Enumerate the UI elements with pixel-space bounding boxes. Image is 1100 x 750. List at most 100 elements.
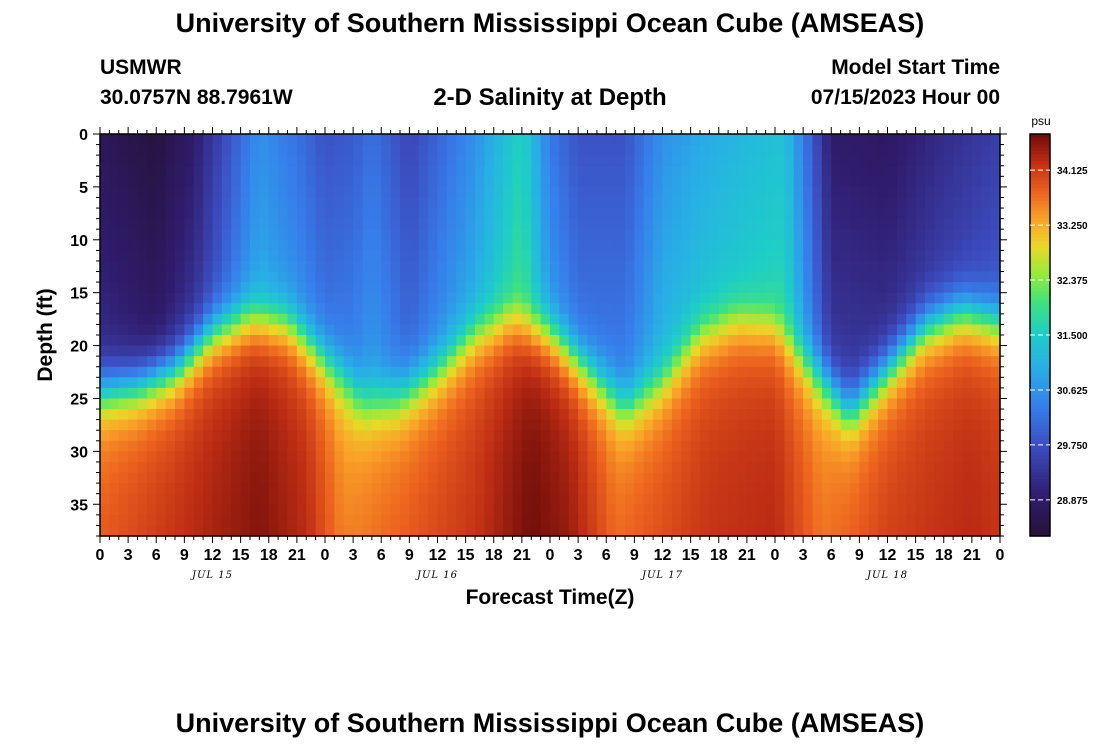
heatmap-cell [821, 134, 832, 146]
heatmap-cell [137, 430, 148, 442]
heatmap-cell [493, 292, 504, 304]
heatmap-cell [268, 430, 279, 442]
heatmap-cell [896, 186, 907, 199]
heatmap-cell [184, 134, 195, 146]
heatmap-cell [400, 514, 410, 527]
heatmap-cell [165, 430, 176, 442]
heatmap-cell [793, 155, 804, 167]
heatmap-cell [775, 250, 785, 262]
heatmap-cell [812, 472, 823, 484]
heatmap-cell [221, 430, 232, 442]
heatmap-cell [821, 229, 832, 241]
heatmap-cell [512, 313, 523, 326]
heatmap-cell [831, 461, 842, 474]
heatmap-cell [568, 366, 579, 378]
colorbar-tick-label: 28.875 [1057, 496, 1088, 507]
heatmap-cell [400, 250, 410, 262]
heatmap-cell [821, 356, 832, 368]
heatmap-cell [540, 345, 551, 357]
heatmap-cell [812, 218, 823, 230]
heatmap-cell [203, 335, 214, 347]
heatmap-cell [278, 282, 289, 294]
heatmap-cell [465, 387, 476, 400]
heatmap-cell [231, 461, 242, 474]
heatmap-cell [728, 197, 739, 209]
heatmap-cell [793, 260, 804, 273]
heatmap-cell [746, 144, 757, 156]
heatmap-cell [784, 165, 795, 177]
heatmap-cell [231, 197, 242, 209]
heatmap-cell [859, 483, 870, 495]
heatmap-cell [878, 504, 889, 516]
heatmap-cell [353, 525, 364, 537]
heatmap-cell [671, 430, 682, 442]
heatmap-cell [184, 218, 195, 230]
heatmap-cell [934, 324, 945, 336]
heatmap-cell [625, 208, 635, 220]
heatmap-cell [325, 356, 335, 368]
heatmap-cell [596, 313, 607, 326]
heatmap-cell [493, 165, 504, 177]
heatmap-cell [859, 165, 870, 177]
heatmap-cell [943, 335, 954, 347]
colorbar-swatch [1030, 465, 1050, 470]
heatmap-cell [287, 419, 298, 431]
heatmap-cell [465, 176, 476, 188]
heatmap-cell [559, 430, 570, 442]
heatmap-cell [859, 335, 870, 347]
heatmap-cell [887, 324, 898, 336]
heatmap-cell [784, 366, 795, 378]
colorbar-swatch [1030, 335, 1050, 339]
heatmap-cell [596, 440, 607, 452]
heatmap-cell [287, 134, 298, 146]
colorbar-swatch [1030, 525, 1050, 530]
heatmap-cell [278, 197, 289, 209]
heatmap-cell [690, 176, 701, 188]
heatmap-cell [268, 271, 279, 283]
heatmap-cell [203, 356, 214, 368]
heatmap-cell [718, 430, 729, 442]
heatmap-cell [934, 493, 945, 505]
heatmap-cell [315, 208, 326, 220]
heatmap-cell [400, 387, 410, 400]
heatmap-cell [681, 165, 692, 177]
heatmap-cell [681, 260, 692, 273]
heatmap-cell [325, 472, 335, 484]
heatmap-cell [343, 493, 354, 505]
heatmap-cell [193, 377, 204, 389]
heatmap-cell [456, 335, 467, 347]
heatmap-cell [709, 335, 720, 347]
heatmap-cell [353, 483, 364, 495]
heatmap-cell [437, 229, 448, 241]
heatmap-cell [250, 176, 260, 188]
heatmap-cell [165, 345, 176, 357]
heatmap-cell [868, 197, 879, 209]
heatmap-cell [325, 292, 335, 304]
x-tick-label: 6 [827, 547, 836, 564]
heatmap-cell [362, 229, 373, 241]
x-tick-label: 18 [485, 547, 503, 564]
heatmap-cell [868, 324, 879, 336]
heatmap-cell [259, 271, 270, 283]
heatmap-cell [287, 197, 298, 209]
heatmap-cell [203, 239, 214, 251]
colorbar-swatch [1030, 257, 1050, 262]
heatmap-cell [109, 313, 120, 326]
heatmap-cell [146, 377, 157, 389]
heatmap-cell [156, 440, 167, 452]
heatmap-cell [325, 419, 335, 431]
heatmap-cell [493, 483, 504, 495]
heatmap-cell [118, 356, 129, 368]
heatmap-cell [475, 387, 485, 400]
heatmap-cell [728, 366, 739, 378]
heatmap-cell [821, 239, 832, 251]
heatmap-cell [456, 239, 467, 251]
heatmap-cell [390, 493, 401, 505]
heatmap-cell [418, 208, 429, 220]
heatmap-cell [503, 461, 514, 474]
heatmap-cell [728, 356, 739, 368]
heatmap-cell [943, 472, 954, 484]
heatmap-cell [878, 356, 889, 368]
heatmap-cell [765, 208, 776, 220]
heatmap-cell [840, 483, 851, 495]
